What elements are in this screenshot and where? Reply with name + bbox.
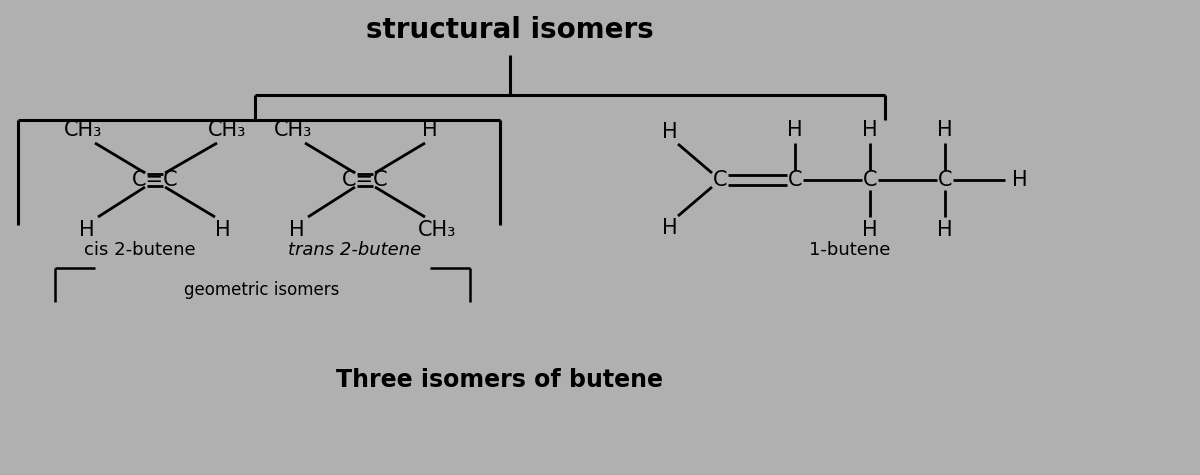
Text: H: H [862,120,878,140]
Text: CH₃: CH₃ [64,120,102,140]
Text: H: H [937,220,953,240]
Text: H: H [662,218,678,238]
Text: cis 2-butene: cis 2-butene [84,241,196,259]
Text: C: C [863,170,877,190]
Text: Three isomers of butene: Three isomers of butene [336,368,664,392]
Text: C: C [937,170,953,190]
Text: C: C [787,170,803,190]
Text: C: C [713,170,727,190]
Text: C=C: C=C [132,170,179,190]
Text: C=C: C=C [342,170,389,190]
Text: 1-butene: 1-butene [809,241,890,259]
Text: CH₃: CH₃ [418,220,456,240]
Text: CH₃: CH₃ [208,120,246,140]
Text: H: H [862,220,878,240]
Text: H: H [215,220,230,240]
Text: H: H [662,122,678,142]
Text: geometric isomers: geometric isomers [185,281,340,299]
Text: H: H [422,120,438,140]
Text: CH₃: CH₃ [274,120,312,140]
Text: H: H [1012,170,1028,190]
Text: trans 2-butene: trans 2-butene [288,241,421,259]
Text: H: H [79,220,95,240]
Text: structural isomers: structural isomers [366,16,654,44]
Text: H: H [289,220,305,240]
Text: H: H [937,120,953,140]
Text: H: H [787,120,803,140]
